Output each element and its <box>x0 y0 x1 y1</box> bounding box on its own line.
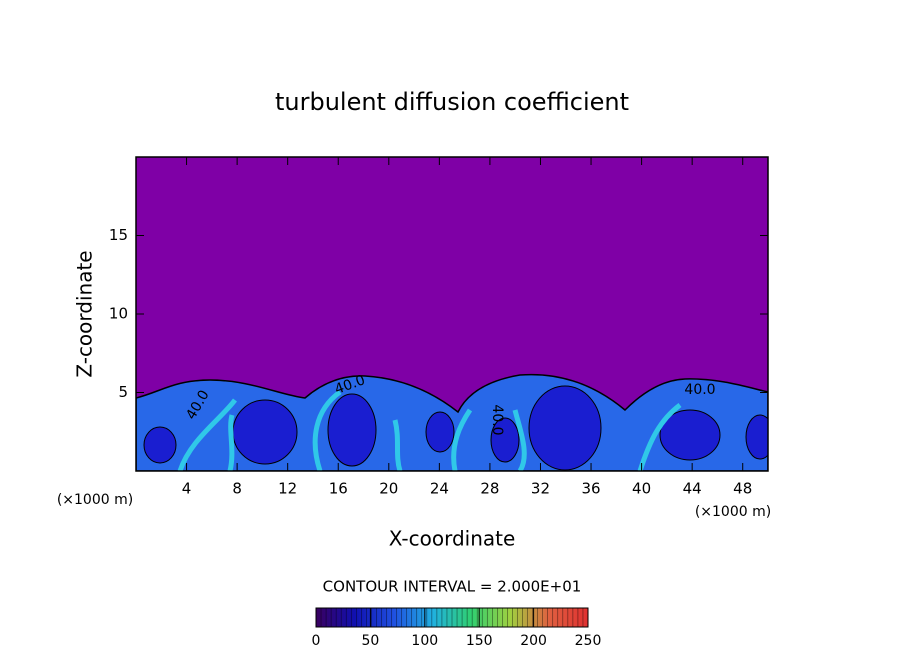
streak <box>512 409 527 471</box>
colorbar-tick-label: 200 <box>520 633 547 649</box>
streak <box>637 403 682 471</box>
x-tick-label: 20 <box>379 480 398 498</box>
colorbar-tick-label: 50 <box>361 633 379 649</box>
x-tick-label: 24 <box>430 480 449 498</box>
y-axis-label: Z-coordinate <box>73 250 97 377</box>
contour-field <box>135 156 769 472</box>
core <box>490 417 520 463</box>
core <box>143 426 177 464</box>
contour-interval: CONTOUR INTERVAL = 2.000E+01 <box>323 578 582 596</box>
streak <box>312 389 342 471</box>
x-tick-label: 32 <box>531 480 550 498</box>
x-tick-label: 36 <box>581 480 600 498</box>
turbulent-layer <box>136 373 768 471</box>
streak <box>227 414 235 471</box>
x-tick-label: 16 <box>329 480 348 498</box>
streak <box>177 398 237 471</box>
chart-title: turbulent diffusion coefficient <box>275 88 629 116</box>
contour-label: 40.0 <box>489 404 505 435</box>
contour-label: 40.0 <box>684 382 715 398</box>
streak <box>392 419 403 471</box>
y-tick-label: 10 <box>109 305 128 323</box>
x-tick-label: 44 <box>683 480 702 498</box>
core <box>232 399 298 465</box>
colorbar-tick-label: 100 <box>411 633 438 649</box>
x-tick-label: 28 <box>480 480 499 498</box>
y-unit-label: (×1000 m) <box>57 492 133 508</box>
x-axis-label: X-coordinate <box>389 527 516 551</box>
core <box>659 409 721 461</box>
core <box>528 385 602 471</box>
core <box>327 393 377 467</box>
x-tick-label: 40 <box>632 480 651 498</box>
x-unit-label: (×1000 m) <box>695 504 771 520</box>
x-tick-label: 8 <box>232 480 242 498</box>
colorbar-tick-label: 150 <box>466 633 493 649</box>
streak <box>451 408 473 471</box>
x-tick-label: 12 <box>278 480 297 498</box>
colorbar-tick-label: 0 <box>312 633 321 649</box>
x-tick-label: 4 <box>182 480 192 498</box>
x-tick-label: 48 <box>733 480 752 498</box>
y-tick-label: 15 <box>109 226 128 244</box>
core <box>425 411 455 453</box>
core <box>745 414 768 460</box>
colorbar-tick-label: 250 <box>575 633 602 649</box>
y-tick-label: 5 <box>118 383 128 401</box>
